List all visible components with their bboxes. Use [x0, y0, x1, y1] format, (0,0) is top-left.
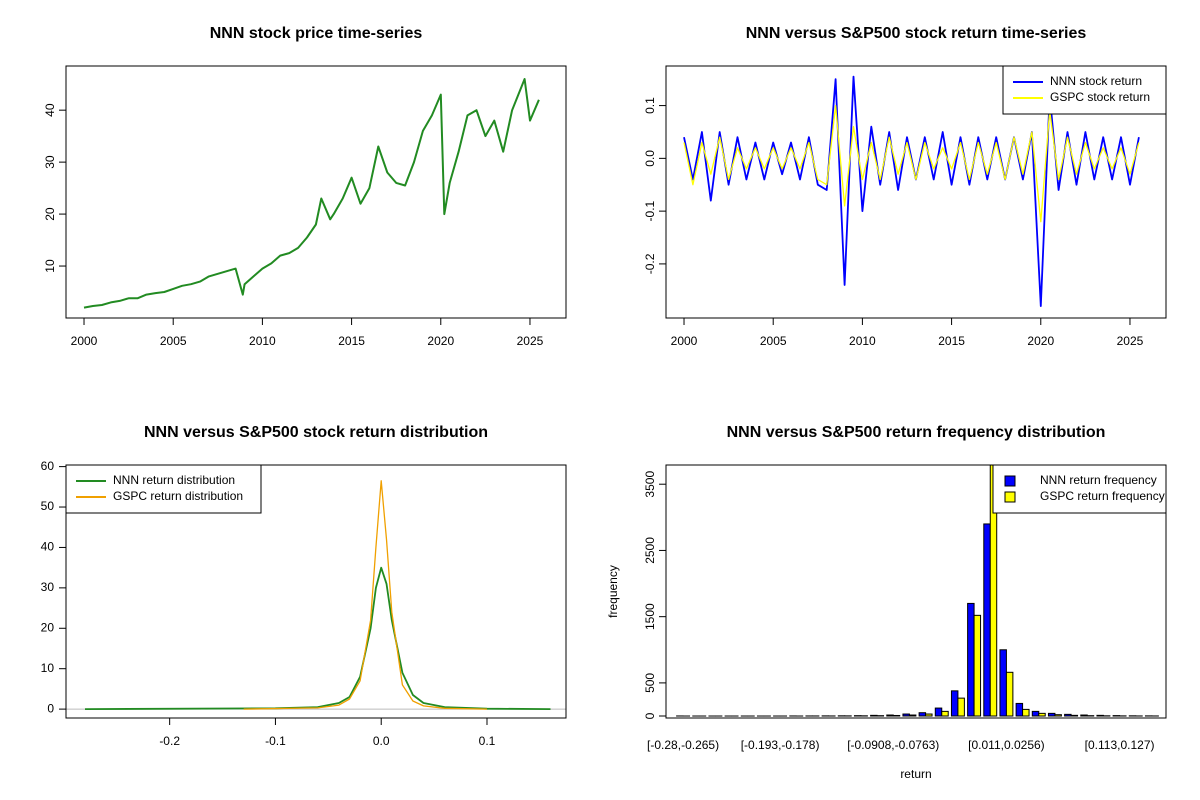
data-line: [83, 78, 540, 309]
x-tick-label: -0.1: [265, 734, 286, 748]
y-tick-label: 40: [43, 103, 57, 117]
y-tick-label: 500: [643, 673, 657, 693]
y-tick-label: 10: [43, 259, 57, 273]
x-tick-label: -0.2: [159, 734, 180, 748]
plot-area: [83, 78, 540, 309]
chart-title: NNN versus S&P500 return frequency distr…: [727, 424, 1106, 441]
x-tick-label: 2020: [1027, 334, 1054, 348]
y-tick-label: 3500: [643, 471, 657, 498]
bar: [973, 614, 982, 717]
bar: [1070, 714, 1079, 717]
x-tick-label: 0.0: [373, 734, 390, 748]
x-tick-label: 2015: [938, 334, 965, 348]
legend-swatch: [1004, 491, 1016, 503]
legend-box: [65, 464, 262, 514]
bar: [1064, 713, 1072, 717]
bar: [908, 714, 917, 717]
x-tick-label: [-0.28,-0.265): [647, 738, 719, 752]
plot-frame: [665, 464, 1167, 719]
legend-label: GSPC return frequency: [1040, 489, 1165, 503]
x-tick-label: [0.113,0.127): [1085, 738, 1155, 752]
bar: [886, 714, 894, 717]
bar: [1005, 671, 1014, 717]
bar: [918, 712, 927, 717]
plot-frame: [65, 464, 567, 719]
x-tick-label: 2000: [71, 334, 98, 348]
bar: [989, 465, 998, 717]
y-tick-label: 1500: [643, 603, 657, 630]
bar: [1096, 714, 1104, 717]
bar: [1080, 714, 1088, 717]
bar: [983, 523, 991, 717]
data-line: [243, 480, 488, 710]
plot-area: [676, 465, 1159, 717]
y-tick-label: 2500: [643, 537, 657, 564]
bar: [941, 710, 949, 717]
bar: [999, 649, 1007, 717]
chart-title: NNN versus S&P500 stock return time-seri…: [746, 25, 1087, 42]
plot-frame: [65, 65, 567, 319]
y-tick-label: 0: [47, 701, 54, 715]
chart-title: NNN versus S&P500 stock return distribut…: [144, 424, 488, 441]
chart-title: NNN stock price time-series: [210, 25, 423, 42]
bar: [1015, 702, 1024, 717]
x-tick-label: [0.011,0.0256): [968, 738, 1045, 752]
plot-area: [683, 75, 1140, 307]
x-tick-label: 2010: [849, 334, 876, 348]
y-tick-label: 40: [41, 540, 55, 554]
x-tick-label: [-0.193,-0.178): [741, 738, 820, 752]
bar: [870, 714, 878, 717]
x-axis-label: return: [900, 767, 931, 781]
y-tick-label: 20: [41, 620, 55, 634]
bar: [1031, 710, 1040, 717]
x-tick-label: [-0.0908,-0.0763): [847, 738, 939, 752]
legend-box: [992, 464, 1167, 514]
x-tick-label: 2025: [517, 334, 544, 348]
data-line: [683, 104, 1140, 223]
bar: [925, 713, 933, 717]
x-tick-label: 2010: [249, 334, 276, 348]
bar: [957, 697, 965, 717]
legend-box: [1002, 65, 1167, 115]
y-tick-label: 10: [41, 661, 55, 675]
y-tick-label: 30: [41, 580, 55, 594]
bar: [902, 713, 910, 717]
bar: [950, 690, 959, 717]
y-tick-label: 20: [43, 207, 57, 221]
bar: [1022, 708, 1030, 717]
bar: [892, 714, 901, 717]
y-tick-label: -0.2: [643, 253, 657, 274]
x-tick-label: 2025: [1117, 334, 1144, 348]
y-tick-label: 0.0: [643, 150, 657, 167]
bar: [1047, 712, 1056, 717]
y-tick-label: 60: [41, 459, 55, 473]
legend-label: NNN return frequency: [1040, 473, 1157, 487]
x-tick-label: 2020: [427, 334, 454, 348]
y-tick-label: -0.1: [643, 200, 657, 221]
legend-label: GSPC stock return: [1050, 90, 1150, 104]
bar: [967, 602, 975, 717]
legend-label: NNN return distribution: [113, 473, 235, 487]
plot-frame: [665, 65, 1167, 319]
plot-area: [66, 480, 566, 710]
legend-label: NNN stock return: [1050, 74, 1142, 88]
bar: [1054, 714, 1062, 717]
y-tick-label: 30: [43, 155, 57, 169]
x-tick-label: 2005: [760, 334, 787, 348]
x-tick-label: 2015: [338, 334, 365, 348]
x-tick-label: 0.1: [479, 734, 496, 748]
legend-label: GSPC return distribution: [113, 489, 243, 503]
legend-swatch: [1004, 475, 1016, 487]
y-tick-label: 50: [41, 499, 55, 513]
data-line: [84, 566, 551, 710]
y-axis-label: frequency: [606, 565, 620, 618]
y-tick-label: 0.1: [643, 97, 657, 114]
y-tick-label: 0: [643, 712, 657, 719]
bar: [934, 707, 943, 717]
x-tick-label: 2005: [160, 334, 187, 348]
x-tick-label: 2000: [671, 334, 698, 348]
bar: [1038, 712, 1046, 717]
